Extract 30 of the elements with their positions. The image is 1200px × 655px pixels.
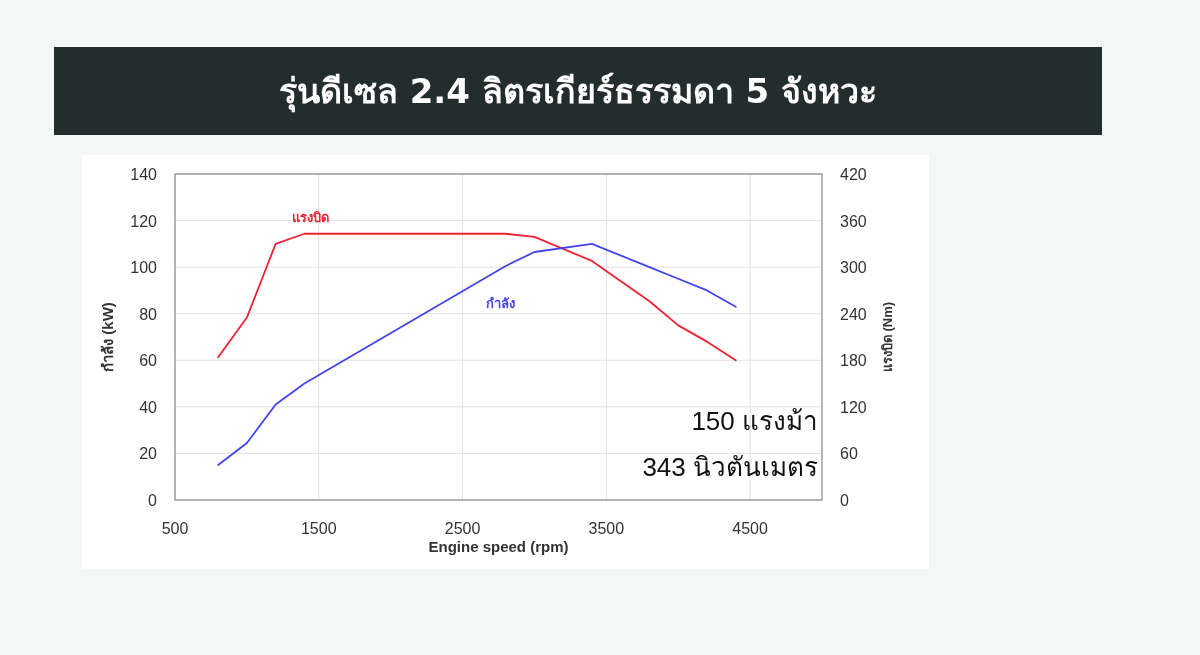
series-label: แรงบิด xyxy=(291,209,329,225)
annotation: 150 แรงม้า xyxy=(691,406,818,436)
y2-tick-label: 120 xyxy=(840,398,867,416)
x-tick-label: 2500 xyxy=(444,520,481,537)
y2-tick-label: 240 xyxy=(840,305,867,323)
y2-tick-label: 0 xyxy=(840,492,849,509)
y2-tick-label: 180 xyxy=(840,352,867,370)
y2-tick-label: 300 xyxy=(840,259,867,277)
x-axis-title: Engine speed (rpm) xyxy=(428,538,569,555)
y-tick-label: 40 xyxy=(139,398,158,416)
y2-tick-label: 60 xyxy=(840,445,858,463)
y2-tick-label: 360 xyxy=(840,212,867,230)
annotation: 343 นิวตันเมตร xyxy=(642,452,818,482)
y2-axis-title: แรงบิด (Nm) xyxy=(880,301,895,373)
line-series xyxy=(217,232,737,362)
y-axis-title: กำลัง (kW) xyxy=(99,302,116,372)
x-tick-label: 3500 xyxy=(588,520,625,537)
y-tick-label: 20 xyxy=(139,445,158,463)
y-tick-label: 140 xyxy=(130,166,158,183)
x-tick-label: 500 xyxy=(161,520,189,537)
series-label: กำลัง xyxy=(486,295,516,311)
y2-tick-label: 420 xyxy=(840,166,867,183)
y-tick-label: 120 xyxy=(130,212,158,230)
y-tick-label: 0 xyxy=(148,492,158,509)
y-tick-label: 100 xyxy=(130,259,158,277)
x-tick-label: 4500 xyxy=(732,520,769,537)
y-tick-label: 80 xyxy=(139,305,158,323)
y-tick-label: 60 xyxy=(139,352,158,370)
x-tick-label: 1500 xyxy=(300,520,337,537)
chart-title: รุ่นดีเซล 2.4 ลิตรเกียร์ธรรมดา 5 จังหวะ xyxy=(54,47,1102,135)
